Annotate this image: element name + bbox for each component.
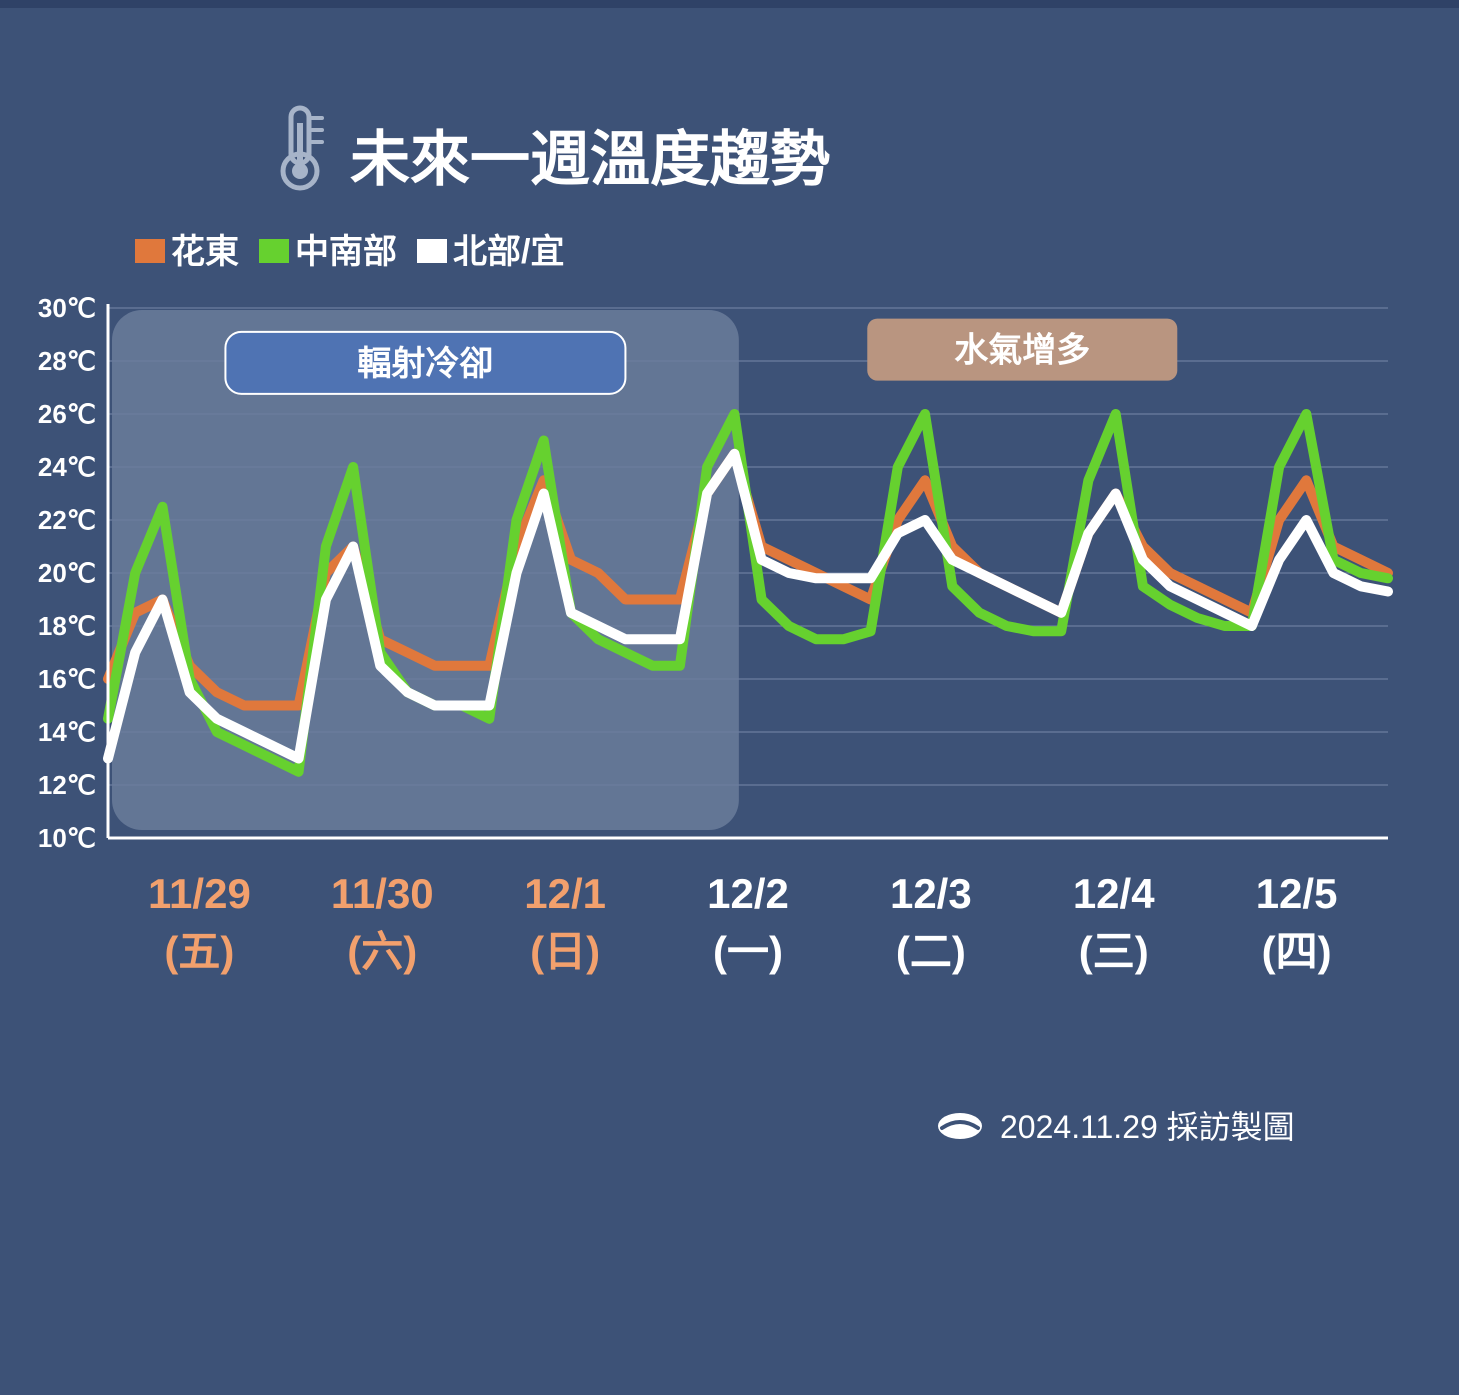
x-axis-weekday: (二) [896,928,966,975]
x-axis-weekday: (四) [1262,928,1332,975]
x-axis-weekday: (日) [530,928,600,975]
title-group: 未來一週溫度趨勢 [283,108,830,193]
x-axis-date: 12/5 [1256,870,1338,917]
legend-label: 中南部 [295,233,397,271]
y-axis-label: 26℃ [38,399,96,429]
y-axis-label: 24℃ [38,452,96,482]
legend-label: 北部/宜 [453,233,564,271]
x-axis-date: 11/30 [331,870,434,917]
x-axis-weekday: (一) [713,928,783,975]
x-axis-date: 12/2 [707,870,789,917]
legend-label: 花東 [171,233,239,271]
x-axis-date: 11/29 [148,870,251,917]
footer: 2024.11.29 採訪製圖 [938,1109,1295,1145]
y-axis-label: 12℃ [38,770,96,800]
chart-svg: 未來一週溫度趨勢花東 中南部 北部/宜 10℃ 12℃ 14℃ 16℃ 18℃ 20℃ 22℃ 24… [0,8,1459,1395]
legend-swatch [135,239,165,263]
top-bar [0,0,1459,8]
page-title: 未來一週溫度趨勢 [350,126,830,193]
legend-swatch [259,239,289,263]
x-axis-date: 12/1 [524,870,606,917]
x-axis-date: 12/3 [890,870,972,917]
y-axis-label: 16℃ [38,664,96,694]
page-root: 未來一週溫度趨勢花東 中南部 北部/宜 10℃ 12℃ 14℃ 16℃ 18℃ 20℃ 22℃ 24… [0,0,1459,1395]
chart-container: 未來一週溫度趨勢花東 中南部 北部/宜 10℃ 12℃ 14℃ 16℃ 18℃ 20℃ 22℃ 24… [0,8,1459,1395]
y-axis-label: 20℃ [38,558,96,588]
y-axis-label: 18℃ [38,611,96,641]
logo-icon [938,1113,982,1139]
y-axis-label: 14℃ [38,717,96,747]
footer-text: 2024.11.29 採訪製圖 [1000,1109,1295,1145]
annotation-pill-label: 水氣增多 [954,332,1090,370]
x-axis-weekday: (六) [347,928,417,975]
y-axis-label: 28℃ [38,346,96,376]
y-axis-label: 22℃ [38,505,96,535]
thermometer-icon [283,108,322,188]
legend: 花東 中南部 北部/宜 [135,233,564,271]
x-axis-weekday: (五) [164,928,234,975]
x-axis-weekday: (三) [1079,928,1149,975]
y-axis-label: 30℃ [38,293,96,323]
highlight-pill-label: 輻射冷卻 [357,345,493,383]
x-axis-date: 12/4 [1073,870,1155,917]
legend-swatch [417,239,447,263]
y-axis-label: 10℃ [38,823,96,853]
